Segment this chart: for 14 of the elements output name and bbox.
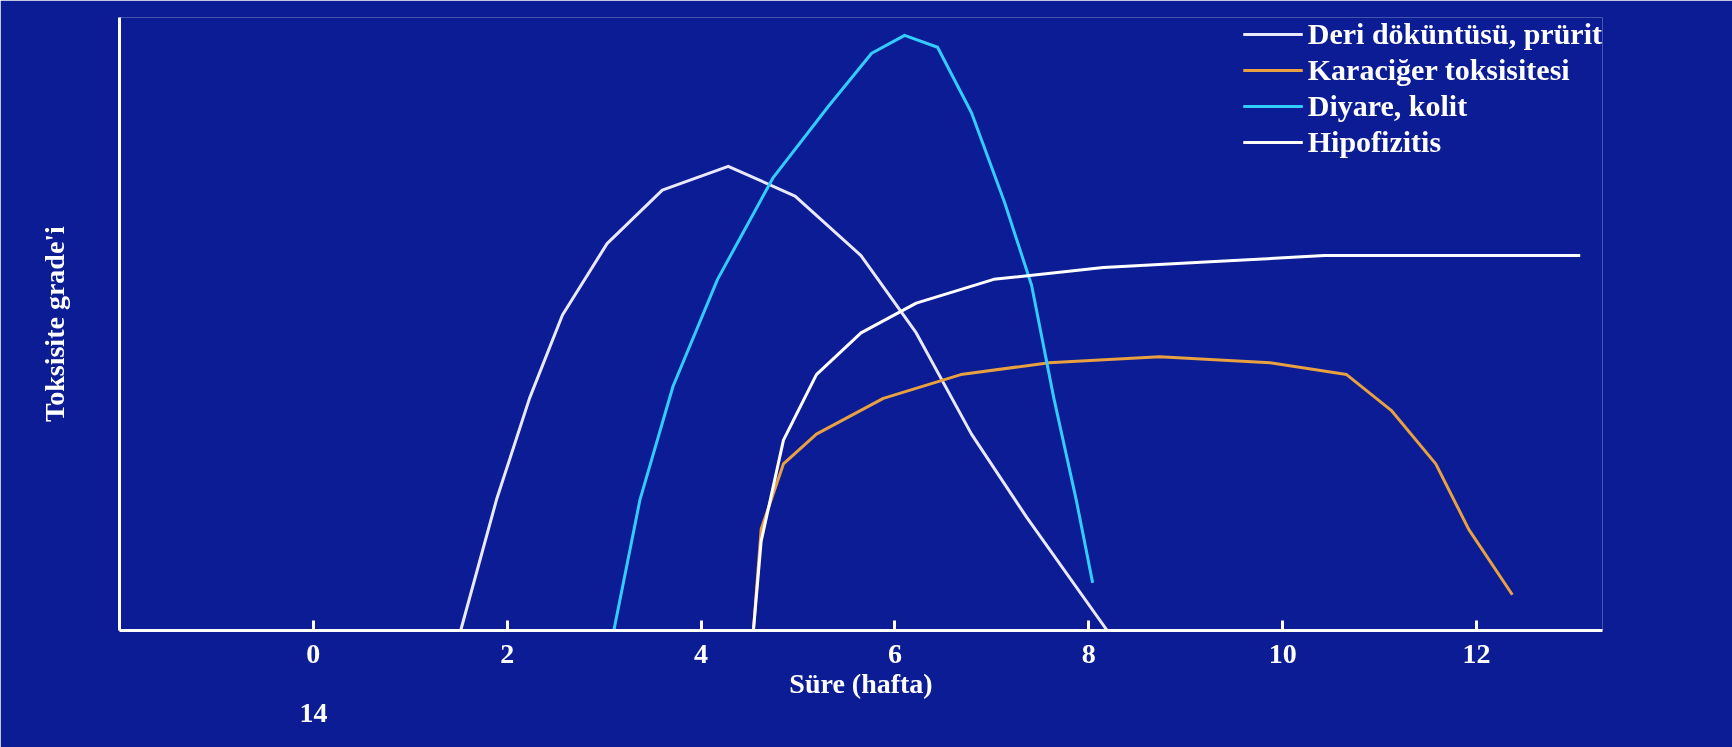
x-tick-label: 8 — [1081, 637, 1096, 669]
x-axis-title: Süre (hafta) — [789, 667, 933, 699]
legend-label: Deri döküntüsü, prürit — [1307, 17, 1602, 51]
x-tick-label: 12 — [1462, 637, 1491, 669]
x-tick-label: 6 — [887, 637, 902, 669]
legend-label: Karaciğer toksisitesi — [1307, 53, 1570, 87]
y-axis-title: Toksisite grade'i — [38, 225, 70, 422]
legend-label: Hipofizitis — [1307, 125, 1442, 159]
x-tick-label: 0 — [306, 637, 321, 669]
x-tick-label: 2 — [500, 637, 515, 669]
x-tick-label: 4 — [694, 637, 709, 669]
legend-label: Diyare, kolit — [1307, 89, 1468, 123]
text: 14 — [299, 696, 328, 728]
x-tick-label: 10 — [1268, 637, 1297, 669]
